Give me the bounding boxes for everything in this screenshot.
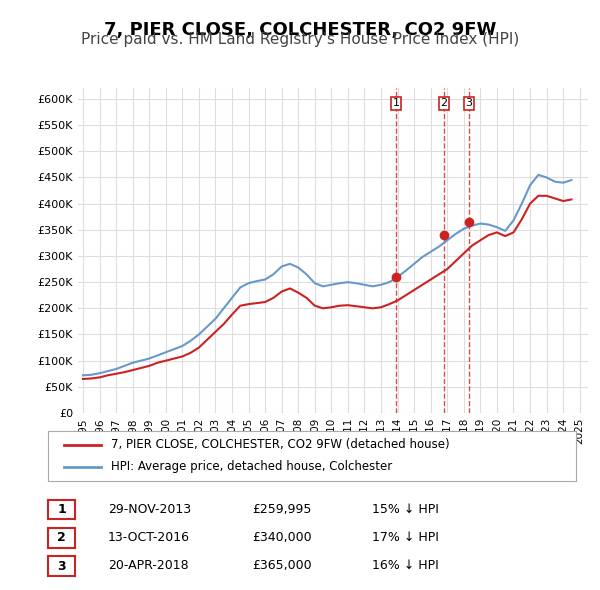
Text: 2: 2 (440, 98, 448, 108)
Text: 2: 2 (57, 531, 66, 545)
Text: 20-APR-2018: 20-APR-2018 (108, 559, 188, 572)
Text: 3: 3 (57, 559, 66, 573)
Text: 1: 1 (393, 98, 400, 108)
Text: 17% ↓ HPI: 17% ↓ HPI (372, 531, 439, 544)
Text: 3: 3 (465, 98, 472, 108)
Text: 29-NOV-2013: 29-NOV-2013 (108, 503, 191, 516)
Text: £259,995: £259,995 (252, 503, 311, 516)
Text: 7, PIER CLOSE, COLCHESTER, CO2 9FW: 7, PIER CLOSE, COLCHESTER, CO2 9FW (104, 21, 496, 39)
Text: 7, PIER CLOSE, COLCHESTER, CO2 9FW (detached house): 7, PIER CLOSE, COLCHESTER, CO2 9FW (deta… (112, 438, 450, 451)
Text: HPI: Average price, detached house, Colchester: HPI: Average price, detached house, Colc… (112, 460, 392, 473)
Text: 16% ↓ HPI: 16% ↓ HPI (372, 559, 439, 572)
Text: £340,000: £340,000 (252, 531, 311, 544)
Text: £365,000: £365,000 (252, 559, 311, 572)
Text: 1: 1 (57, 503, 66, 516)
Text: 15% ↓ HPI: 15% ↓ HPI (372, 503, 439, 516)
Text: 13-OCT-2016: 13-OCT-2016 (108, 531, 190, 544)
Text: Price paid vs. HM Land Registry's House Price Index (HPI): Price paid vs. HM Land Registry's House … (81, 32, 519, 47)
